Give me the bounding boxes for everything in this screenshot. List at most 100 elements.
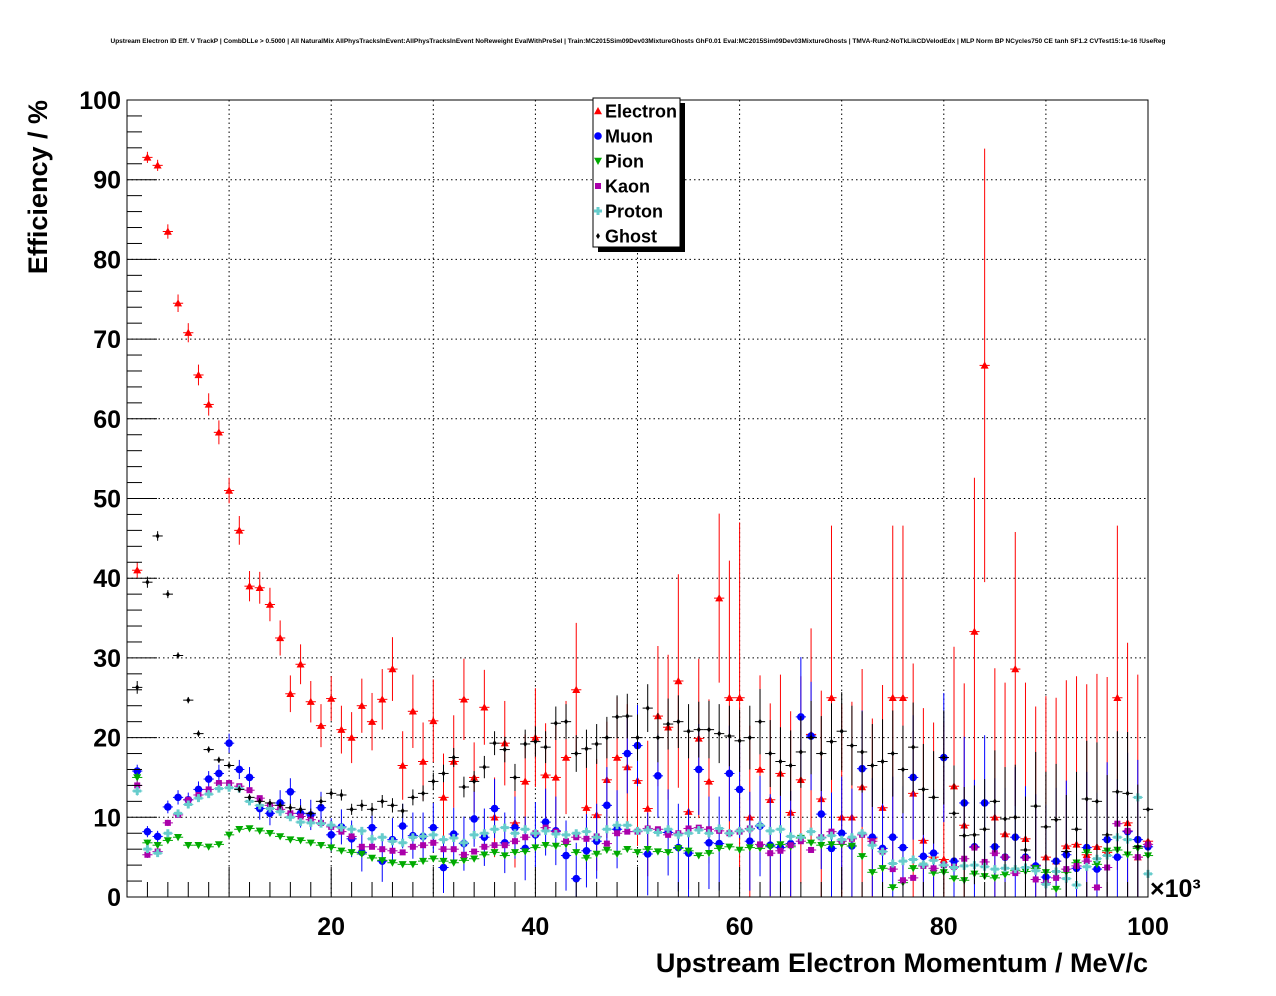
kaon-point [808,846,815,853]
pion-point [929,869,938,878]
electron-point [245,582,254,590]
ghost-point [165,591,170,598]
ghost-point [604,734,609,741]
ghost-point [247,794,252,801]
electron-point [174,299,183,307]
kaon-point [501,842,508,849]
y-tick-label: 60 [93,406,121,434]
electron-point [357,701,366,709]
muon-point [694,765,703,774]
pion-point [827,841,836,849]
proton-point [704,829,713,838]
muon-point [143,827,152,836]
pion-point [817,841,826,850]
ghost-point [318,798,323,805]
pion-point [1123,851,1132,859]
pion-point [174,834,183,842]
ghost-point [788,762,793,769]
proton-point [643,826,652,835]
muon-point [511,823,519,832]
pion-point [459,857,468,865]
proton-point [449,834,458,843]
muon-point [541,818,550,826]
electron-point [674,677,683,685]
pion-point [776,841,785,849]
muon-point [623,749,632,758]
pion-point [245,825,254,833]
kaon-point [164,819,171,826]
y-tick-label: 80 [93,246,121,274]
pion-point [623,845,632,854]
pion-point [807,839,816,847]
pion-point [521,848,530,856]
muon-point [837,829,846,838]
pion-point [235,826,244,834]
muon-point [735,785,744,794]
kaon-point [614,830,621,837]
proton-point [766,826,775,835]
ghost-point [390,802,395,809]
x-tick-label: 40 [521,913,549,941]
pion-point [643,845,652,854]
kaon-point [430,839,437,846]
kaon-point [409,843,416,850]
ghost-point [941,754,946,761]
ghost-point [737,737,742,744]
ghost-point [533,738,538,745]
pion-point [378,857,387,865]
proton-point [1082,862,1091,871]
pion-point [847,842,856,850]
muon-point [603,801,611,810]
y-tick-label: 100 [79,87,121,115]
proton-point [214,784,223,793]
kaon-point [205,786,212,793]
ghost-point [931,794,936,801]
ghost-point [747,734,752,741]
ghost-point [860,748,865,755]
pion-point [449,859,458,867]
ghost-point [666,721,671,728]
ghost-point [1094,798,1099,805]
kaon-point [563,838,570,845]
ghost-point [176,652,181,659]
legend-label-electron: Electron [605,102,677,122]
kaon-point [1083,858,1090,865]
ghost-point [1125,790,1130,797]
legend-marker-electron [594,107,602,115]
muon-point [929,849,938,857]
ghost-point [798,748,803,755]
electron-point [898,693,907,701]
ghost-point [778,758,783,765]
kaon-point [491,842,498,849]
pion-point [143,839,152,847]
muon-point [562,851,570,860]
x-tick-label: 60 [726,913,754,941]
chart-title: Upstream Electron ID Eff. V TrackP | Com… [111,38,1166,45]
kaon-point [665,831,672,838]
proton-point [898,857,907,866]
pion-point [694,852,703,860]
pion-point [153,841,162,850]
electron-point [459,695,468,703]
y-tick-label: 90 [93,167,121,195]
kaon-point [685,825,692,832]
ghost-point [768,750,773,757]
pion-point [858,853,867,861]
series-muon [132,657,1154,897]
y-tick-label: 70 [93,326,121,354]
ghost-point [890,750,895,757]
proton-point [265,804,274,813]
proton-point [531,829,540,838]
kaon-point [787,842,794,849]
muon-point [153,832,162,841]
ghost-point [421,790,426,797]
pion-point [868,869,877,877]
kaon-point [603,840,610,847]
proton-point [715,824,724,833]
ghost-point [278,802,283,809]
pion-point [225,831,234,839]
ghost-point [645,705,650,712]
ghost-point [308,810,313,817]
muon-point [194,785,203,794]
pion-point [214,841,223,849]
